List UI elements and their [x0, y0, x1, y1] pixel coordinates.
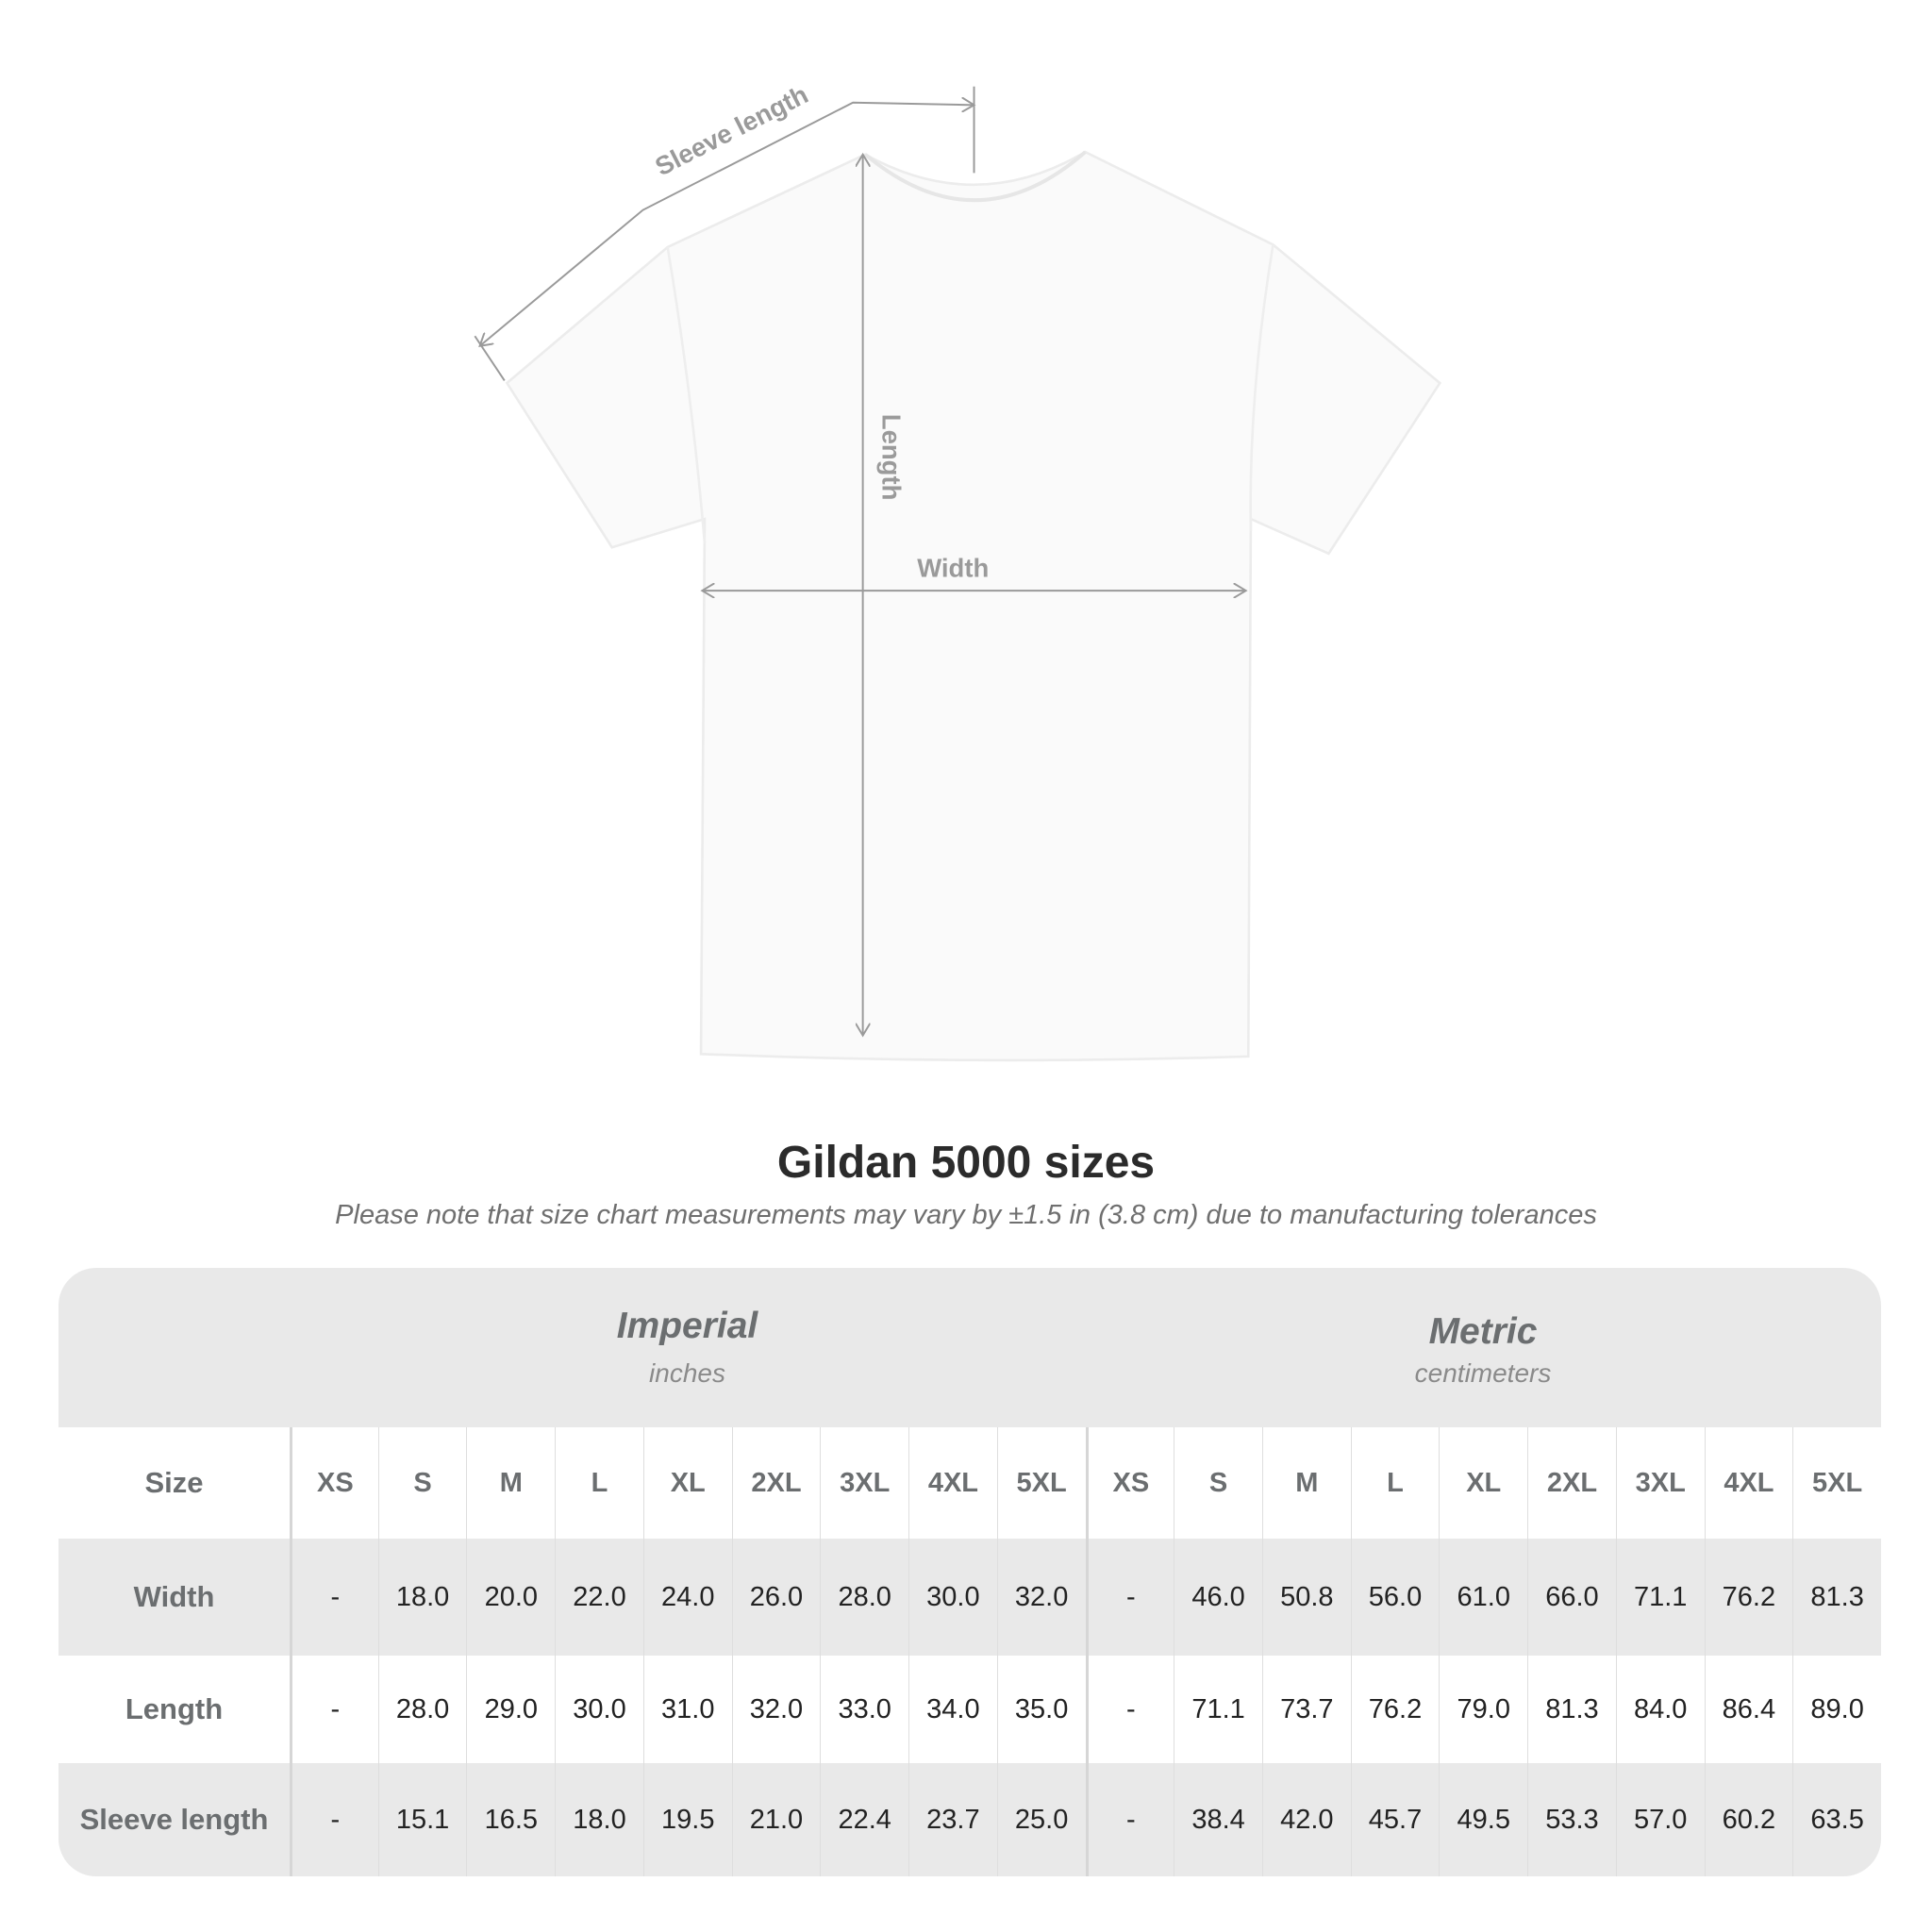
- metric-header: Metric centimeters: [1085, 1268, 1881, 1471]
- size-header-imperial: M: [466, 1427, 555, 1539]
- table-cell-imperial: 32.0: [731, 1656, 821, 1763]
- table-cell-metric: 73.7: [1261, 1656, 1351, 1763]
- table-cell-metric: -: [1085, 1539, 1174, 1656]
- table-cell-metric: 38.4: [1174, 1763, 1262, 1876]
- table-cell-imperial: 21.0: [731, 1763, 821, 1876]
- row-band: [58, 1539, 1881, 1656]
- table-cell-metric: 76.2: [1350, 1656, 1440, 1763]
- imperial-title: Imperial: [616, 1306, 758, 1346]
- table-cell-metric: 79.0: [1439, 1656, 1527, 1763]
- table-cell-imperial: 25.0: [996, 1763, 1086, 1876]
- row-band: [58, 1763, 1881, 1876]
- table-cell-imperial: -: [290, 1763, 378, 1876]
- size-header-imperial: 2XL: [731, 1427, 821, 1539]
- header-band: [58, 1268, 1881, 1427]
- table-cell-imperial: -: [290, 1539, 378, 1656]
- width-label: Width: [917, 554, 989, 583]
- table-cell-imperial: 24.0: [642, 1539, 732, 1656]
- table-cell-metric: -: [1085, 1656, 1174, 1763]
- table-cell-metric: 50.8: [1261, 1539, 1351, 1656]
- size-header-imperial: XS: [290, 1427, 378, 1539]
- imperial-unit: inches: [649, 1358, 725, 1388]
- size-header-metric: XL: [1439, 1427, 1527, 1539]
- table-cell-metric: -: [1085, 1763, 1174, 1876]
- table-cell-metric: 49.5: [1439, 1763, 1527, 1876]
- table-cell-metric: 61.0: [1439, 1539, 1527, 1656]
- size-header-metric: 3XL: [1615, 1427, 1705, 1539]
- row-label: Width: [133, 1580, 215, 1613]
- sleeve-length-label: Sleeve length: [650, 79, 812, 181]
- table-cell-imperial: 30.0: [908, 1539, 997, 1656]
- tshirt-shape: [505, 150, 1442, 1062]
- table-cell-imperial: 19.5: [642, 1763, 732, 1876]
- table-cell-metric: 60.2: [1704, 1763, 1793, 1876]
- metric-title: Metric: [1428, 1311, 1538, 1352]
- tolerance-note: Please note that size chart measurements…: [335, 1200, 1597, 1230]
- tshirt-diagram: Sleeve length Length Width: [474, 79, 1442, 1062]
- size-header-imperial: 5XL: [996, 1427, 1086, 1539]
- table-cell-imperial: -: [290, 1656, 378, 1763]
- table-cell-metric: 56.0: [1350, 1539, 1440, 1656]
- table-cell-imperial: 20.0: [466, 1539, 555, 1656]
- table-cell-imperial: 23.7: [908, 1763, 997, 1876]
- table-cell-imperial: 26.0: [731, 1539, 821, 1656]
- size-header-metric: L: [1350, 1427, 1440, 1539]
- table-cell-metric: 81.3: [1527, 1656, 1616, 1763]
- length-label: Length: [877, 414, 907, 501]
- table-cell-imperial: 32.0: [996, 1539, 1086, 1656]
- size-header-imperial: L: [555, 1427, 643, 1539]
- table-cell-metric: 45.7: [1350, 1763, 1440, 1876]
- table-cell-metric: 53.3: [1527, 1763, 1616, 1876]
- imperial-header: Imperial inches: [290, 1268, 1085, 1465]
- size-header-metric: M: [1261, 1427, 1351, 1539]
- row-label: Length: [125, 1692, 224, 1725]
- table-cell-metric: 71.1: [1615, 1539, 1705, 1656]
- size-header-metric: S: [1174, 1427, 1262, 1539]
- metric-unit: centimeters: [1414, 1358, 1552, 1388]
- size-header-metric: XS: [1085, 1427, 1174, 1539]
- sleeve-length-line: [480, 103, 974, 346]
- sleeve-tick: [474, 335, 506, 381]
- size-header-label: Size: [144, 1466, 204, 1499]
- table-cell-imperial: 29.0: [466, 1656, 555, 1763]
- size-header-imperial: XL: [642, 1427, 732, 1539]
- table-cell-imperial: 18.0: [377, 1539, 467, 1656]
- table-cell-imperial: 33.0: [820, 1656, 908, 1763]
- table-cell-metric: 81.3: [1792, 1539, 1881, 1656]
- table-cell-metric: 84.0: [1615, 1656, 1705, 1763]
- size-header-metric: 5XL: [1792, 1427, 1881, 1539]
- table-cell-imperial: 28.0: [820, 1539, 908, 1656]
- table-cell-metric: 71.1: [1174, 1656, 1262, 1763]
- table-cell-metric: 76.2: [1704, 1539, 1793, 1656]
- size-header-metric: 4XL: [1704, 1427, 1793, 1539]
- table-cell-metric: 66.0: [1527, 1539, 1616, 1656]
- table-cell-imperial: 22.0: [555, 1539, 643, 1656]
- table-cell-imperial: 35.0: [996, 1656, 1086, 1763]
- table-cell-imperial: 34.0: [908, 1656, 997, 1763]
- table-cell-metric: 46.0: [1174, 1539, 1262, 1656]
- size-header-imperial: 3XL: [820, 1427, 908, 1539]
- table-cell-metric: 57.0: [1615, 1763, 1705, 1876]
- table-cell-metric: 63.5: [1792, 1763, 1881, 1876]
- table-cell-metric: 86.4: [1704, 1656, 1793, 1763]
- table-cell-metric: 89.0: [1792, 1656, 1881, 1763]
- table-cell-imperial: 28.0: [377, 1656, 467, 1763]
- size-header-imperial: S: [377, 1427, 467, 1539]
- page-title: Gildan 5000 sizes: [776, 1138, 1156, 1188]
- size-header-imperial: 4XL: [908, 1427, 997, 1539]
- table-cell-imperial: 30.0: [555, 1656, 643, 1763]
- table-cell-imperial: 16.5: [466, 1763, 555, 1876]
- size-header-metric: 2XL: [1527, 1427, 1616, 1539]
- table-cell-metric: 42.0: [1261, 1763, 1351, 1876]
- table-cell-imperial: 18.0: [555, 1763, 643, 1876]
- size-table: Imperial inches Metric centimeters Size X…: [58, 1268, 1881, 1876]
- row-label: Sleeve length: [79, 1803, 269, 1836]
- table-cell-imperial: 15.1: [377, 1763, 467, 1876]
- table-cell-imperial: 22.4: [820, 1763, 908, 1876]
- table-cell-imperial: 31.0: [642, 1656, 732, 1763]
